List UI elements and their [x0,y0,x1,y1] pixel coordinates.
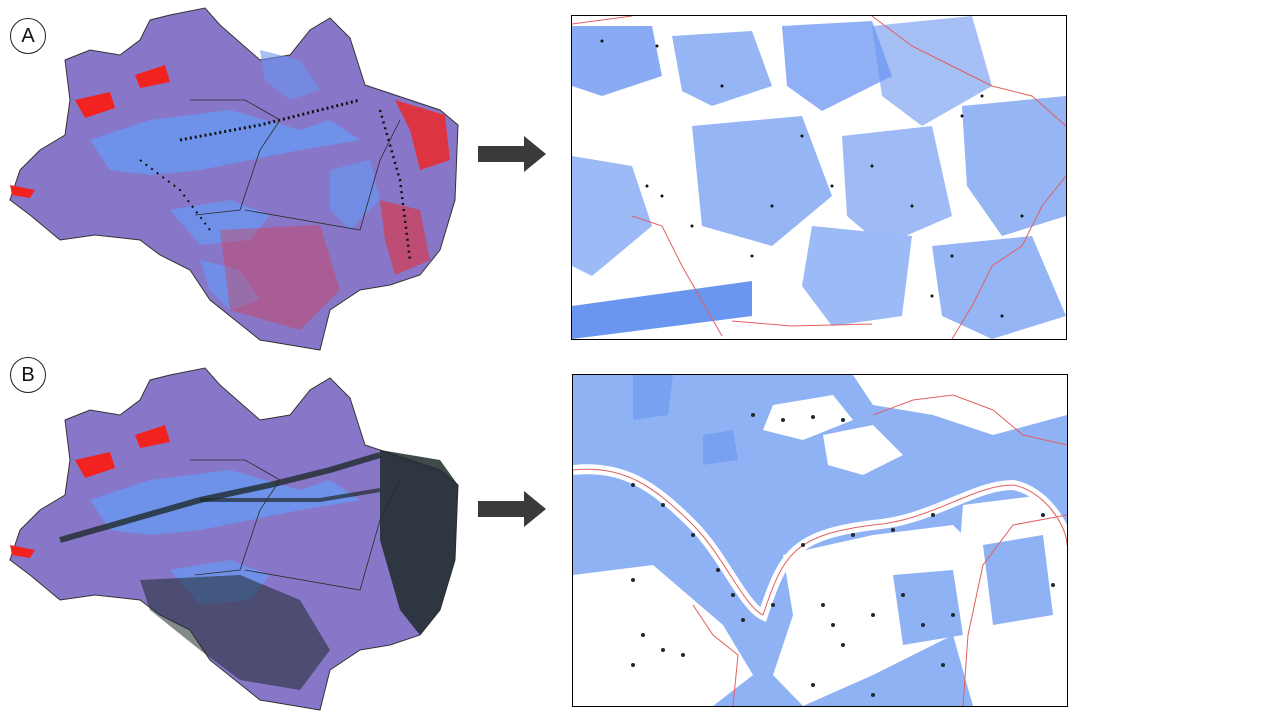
water-area-a3 [330,160,380,230]
white-area-b2 [823,425,903,475]
zoom-map-a [572,16,1066,339]
region-outline-a [9,7,459,351]
red-patch-a5 [380,200,430,275]
right-arrow-icon [478,491,546,527]
field-block-a10 [802,226,912,326]
zoom-inset-a [571,15,1067,340]
river-line-b [573,468,1067,616]
dark-river-b [59,452,381,543]
field-block-a3 [782,21,892,111]
dark-area-b2 [140,575,330,690]
field-block-a7 [842,126,952,246]
red-patch-a1 [75,92,115,118]
red-patch-a2 [135,65,170,88]
field-block-a2 [672,31,772,106]
red-boundary-b3 [872,394,1067,446]
water-area-a2 [170,200,270,245]
panel-label-a: A [10,18,46,54]
black-points-a1 [179,98,361,142]
field-block-b2 [703,430,738,465]
field-block-a8 [962,96,1066,236]
red-boundary-a2 [951,175,1066,339]
black-points-a2 [378,109,412,261]
white-area-b4 [573,565,753,706]
white-area-b1 [763,395,853,440]
red-boundary-a3 [631,215,723,337]
red-patch-b2 [135,425,170,448]
red-boundary-a1 [572,16,1066,127]
zoom-map-b [573,375,1067,706]
zoom-inset-b [572,374,1068,707]
red-patch-b1 [75,452,115,478]
field-block-a6 [692,116,832,246]
black-dots-a [600,39,1024,318]
field-block-a9 [572,281,752,339]
red-patch-a4 [10,185,35,198]
dark-area-b1 [380,450,458,635]
field-block-a11 [932,236,1066,339]
red-boundary-b2 [692,604,739,706]
red-boundary-a4 [731,320,873,327]
red-patch-a3 [395,100,450,170]
state-boundary-b1 [190,459,281,576]
water-area-a4 [200,260,260,310]
panel-label-b: B [10,357,46,393]
water-area-a5 [260,50,320,100]
white-area-b5 [773,525,993,706]
region-outline-b [9,367,459,711]
state-boundary-a1 [190,99,281,216]
black-points-a3 [139,159,211,231]
state-boundary-b2 [244,479,401,591]
red-patch-b3 [10,545,35,558]
red-boundary-b1 [962,514,1067,706]
field-block-a4 [872,16,992,126]
right-arrow-icon [478,136,546,172]
field-block-b3 [893,570,963,645]
panel-label-b-text: B [21,363,35,386]
amazon-map-b [9,367,459,711]
field-block-b1 [633,375,673,420]
black-dots-b [631,413,1055,697]
white-area-b3 [853,375,1067,435]
dark-river-b2 [200,488,381,502]
field-block-b4 [983,535,1053,625]
amazon-map-a [9,7,459,351]
water-area-a1 [90,110,360,175]
state-boundary-a2 [244,119,401,231]
water-area-b1 [90,470,360,535]
field-block-a5 [572,156,652,276]
red-patch-a6 [220,225,340,330]
panel-label-a-text: A [21,24,35,47]
field-block-a1 [572,26,662,96]
